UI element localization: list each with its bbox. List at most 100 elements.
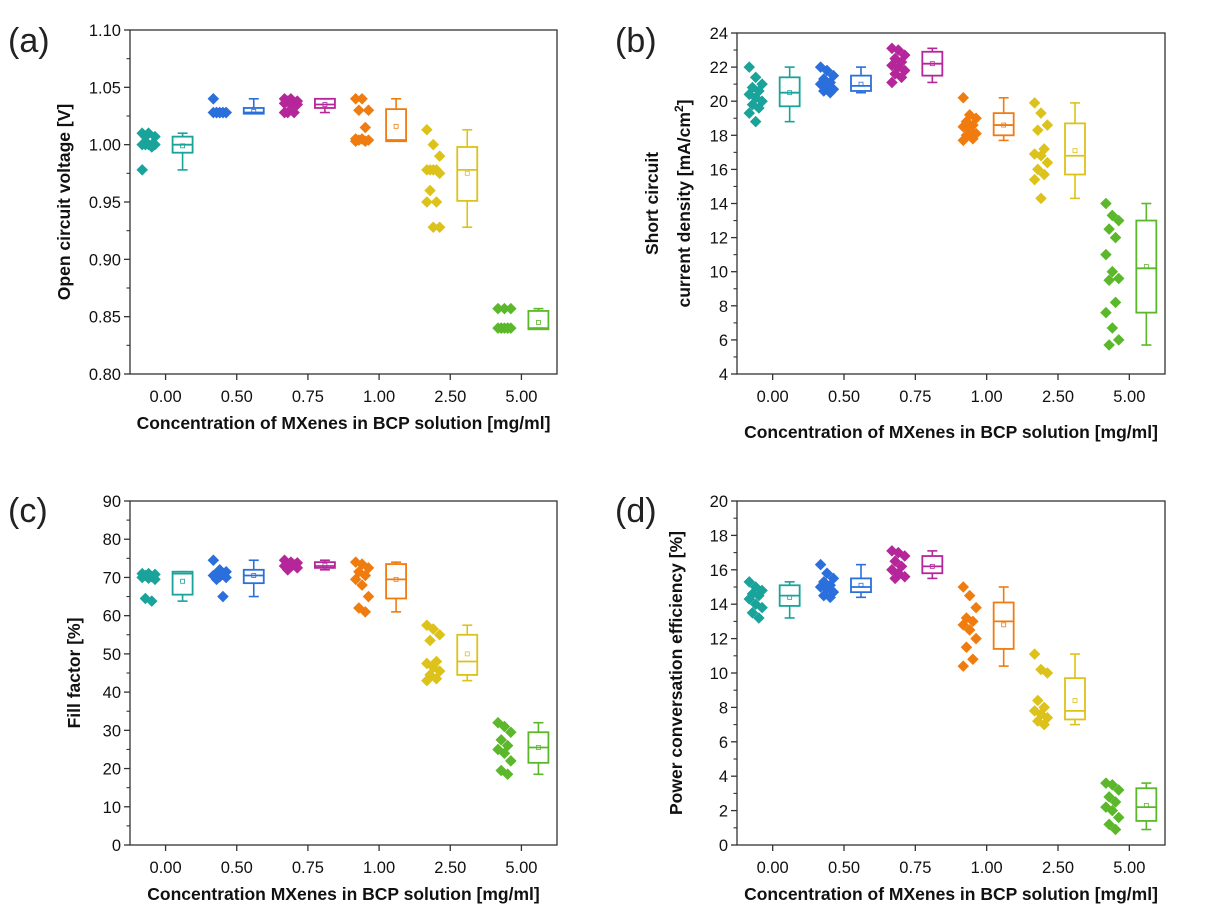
data-point: [814, 61, 827, 73]
data-point: [1028, 648, 1041, 660]
data-point: [220, 571, 232, 584]
data-point: [424, 634, 436, 647]
category-group: [814, 61, 872, 99]
data-point: [501, 322, 514, 334]
y-tick-label: 10: [710, 264, 728, 282]
data-point: [349, 573, 362, 586]
data-point: [433, 150, 446, 162]
data-point: [291, 98, 304, 111]
y-axis-title-superscript: 2: [672, 105, 686, 112]
category-group: [1100, 197, 1158, 351]
y-tick-label: 40: [103, 684, 121, 702]
box-iqr: [314, 97, 336, 109]
box-iqr: [456, 633, 479, 676]
category-group: [814, 558, 872, 604]
y-tick-label: 14: [710, 596, 728, 614]
data-point: [1103, 223, 1115, 235]
y-tick-label: 14: [710, 196, 728, 214]
category-group: [207, 554, 265, 603]
category-group: [136, 567, 194, 607]
y-tick-label: 18: [710, 527, 728, 545]
data-point: [1035, 107, 1047, 119]
box-iqr: [527, 310, 550, 331]
data-point: [743, 88, 756, 101]
data-point: [359, 121, 372, 134]
y-tick-label: 16: [710, 161, 728, 179]
box-iqr: [850, 74, 872, 92]
x-tick-label: 1.00: [971, 388, 1003, 406]
x-tick-label: 5.00: [505, 859, 537, 877]
data-point: [433, 221, 446, 233]
box-iqr: [1135, 787, 1158, 822]
data-point: [433, 629, 446, 641]
data-point: [136, 164, 148, 176]
category-group: [743, 61, 801, 128]
data-point: [743, 107, 756, 119]
y-tick-label: 20: [103, 761, 121, 779]
data-point: [278, 106, 291, 119]
data-point: [505, 755, 517, 767]
y-tick-label: 70: [103, 569, 121, 587]
data-point: [963, 589, 976, 602]
data-point: [217, 106, 229, 119]
y-tick-label: 8: [719, 699, 728, 717]
y-tick-label: 24: [710, 25, 728, 43]
data-point: [818, 589, 830, 602]
data-point: [356, 93, 368, 105]
data-point: [210, 573, 223, 586]
category-group: [349, 556, 407, 618]
data-point: [824, 86, 836, 99]
data-point: [889, 572, 901, 585]
panel-letter: (a): [8, 22, 50, 60]
y-tick-label: 0.95: [89, 194, 121, 212]
data-point: [886, 76, 898, 89]
mean-marker: [180, 578, 185, 584]
data-point: [1112, 784, 1125, 796]
panel-letter: (b): [615, 22, 657, 60]
x-tick-label: 0.00: [757, 859, 789, 877]
box-iqr: [456, 146, 479, 202]
data-point: [498, 747, 511, 760]
data-point: [139, 592, 152, 605]
data-point: [353, 104, 365, 117]
y-tick-label: 0.80: [89, 366, 121, 384]
panel-letter: (d): [615, 492, 657, 530]
y-axis-title-line1: Short circuit: [642, 152, 662, 255]
data-point: [1038, 168, 1050, 181]
y-tick-label: 1.05: [89, 79, 121, 97]
category-group: [957, 92, 1015, 147]
mean-marker: [858, 81, 864, 87]
data-point: [349, 135, 362, 147]
data-point: [898, 550, 911, 562]
y-axis-title-main: current density [mA/cm: [674, 112, 694, 307]
box-iqr: [385, 563, 407, 600]
data-point: [1028, 173, 1041, 186]
data-point: [1032, 163, 1044, 176]
data-point: [427, 623, 440, 635]
data-point: [957, 660, 970, 672]
data-point: [1106, 322, 1119, 334]
box-iqr: [1135, 219, 1158, 314]
x-tick-label: 1.00: [363, 388, 395, 406]
y-tick-label: 2: [719, 803, 728, 821]
x-tick-label: 1.00: [363, 859, 395, 877]
y-tick-label: 60: [103, 608, 121, 626]
mean-marker: [393, 576, 399, 582]
data-point: [1041, 667, 1054, 679]
data-point: [1106, 209, 1119, 222]
data-point: [743, 61, 756, 73]
category-group: [278, 93, 336, 119]
data-point: [756, 601, 768, 614]
data-point: [492, 716, 504, 729]
category-group: [743, 576, 801, 624]
x-tick-label: 0.75: [292, 859, 324, 877]
mean-marker: [1143, 264, 1149, 269]
data-point: [1038, 718, 1050, 731]
box-iqr: [1064, 122, 1086, 176]
data-point: [433, 167, 446, 180]
data-point: [217, 590, 229, 603]
box-iqr: [385, 108, 407, 143]
data-point: [957, 121, 970, 133]
data-point: [1109, 231, 1122, 244]
data-point: [430, 672, 443, 685]
